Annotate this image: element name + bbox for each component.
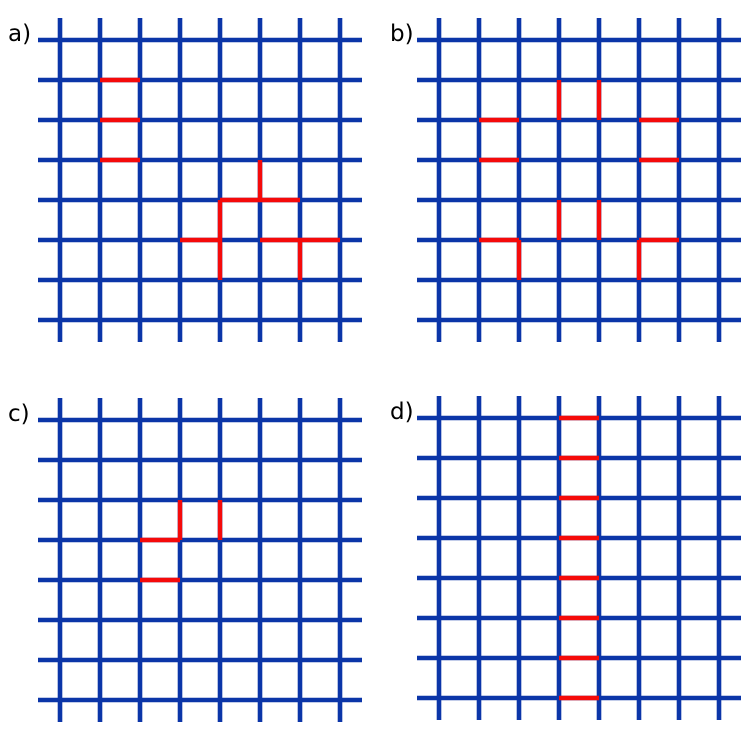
panel-c-lattice: [38, 398, 362, 722]
panel-c-label: c): [8, 401, 30, 427]
panel-d-lattice: [417, 396, 741, 720]
panel-d: d): [375, 375, 750, 750]
panel-a: a): [0, 0, 375, 375]
panel-a-label: a): [8, 21, 32, 47]
panel-b: b): [375, 0, 750, 375]
panel-d-label: d): [390, 399, 414, 425]
panel-b-label: b): [390, 21, 414, 47]
panel-c: c): [0, 375, 375, 750]
panel-b-lattice: [417, 18, 741, 342]
panel-a-lattice: [38, 18, 362, 342]
